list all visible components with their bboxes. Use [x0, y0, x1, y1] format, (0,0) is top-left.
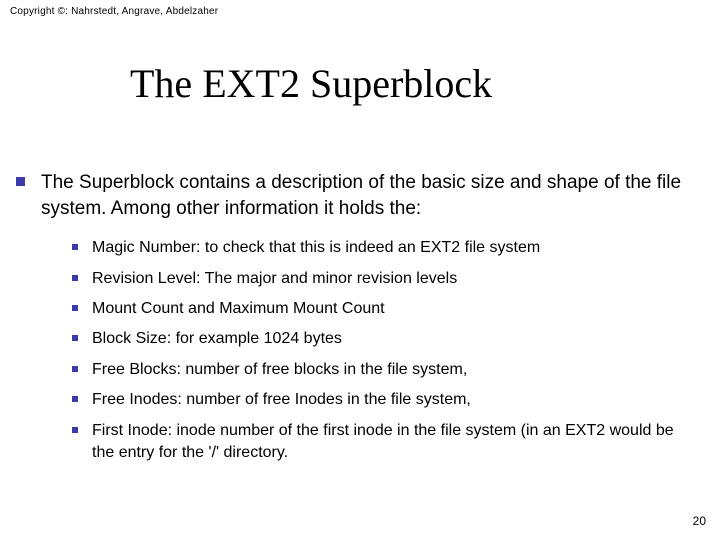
slide: Copyright ©: Nahrstedt, Angrave, Abdelza…: [0, 0, 720, 540]
intro-text: The Superblock contains a description of…: [41, 170, 696, 221]
list-item: Magic Number: to check that this is inde…: [72, 237, 696, 259]
page-number: 20: [693, 514, 706, 528]
list-item: Free Inodes: number of free Inodes in th…: [72, 389, 696, 411]
list-item-text: Free Blocks: number of free blocks in th…: [92, 359, 467, 381]
list-item-text: Block Size: for example 1024 bytes: [92, 328, 342, 350]
list-item-text: Revision Level: The major and minor revi…: [92, 268, 457, 290]
square-bullet-icon: [72, 396, 78, 402]
square-bullet-icon: [16, 177, 25, 186]
list-item: Revision Level: The major and minor revi…: [72, 268, 696, 290]
list-item: Block Size: for example 1024 bytes: [72, 328, 696, 350]
intro-item: The Superblock contains a description of…: [16, 170, 696, 221]
list-item: First Inode: inode number of the first i…: [72, 420, 696, 465]
list-item-text: Mount Count and Maximum Mount Count: [92, 298, 385, 320]
list-item: Free Blocks: number of free blocks in th…: [72, 359, 696, 381]
main-content: The Superblock contains a description of…: [16, 170, 696, 472]
list-item: Mount Count and Maximum Mount Count: [72, 298, 696, 320]
square-bullet-icon: [72, 335, 78, 341]
square-bullet-icon: [72, 244, 78, 250]
list-item-text: Magic Number: to check that this is inde…: [92, 237, 540, 259]
square-bullet-icon: [72, 427, 78, 433]
square-bullet-icon: [72, 366, 78, 372]
sub-list: Magic Number: to check that this is inde…: [72, 237, 696, 464]
list-item-text: Free Inodes: number of free Inodes in th…: [92, 389, 471, 411]
square-bullet-icon: [72, 275, 78, 281]
copyright-text: Copyright ©: Nahrstedt, Angrave, Abdelza…: [10, 6, 218, 17]
list-item-text: First Inode: inode number of the first i…: [92, 420, 696, 465]
square-bullet-icon: [72, 305, 78, 311]
page-title: The EXT2 Superblock: [130, 60, 492, 107]
